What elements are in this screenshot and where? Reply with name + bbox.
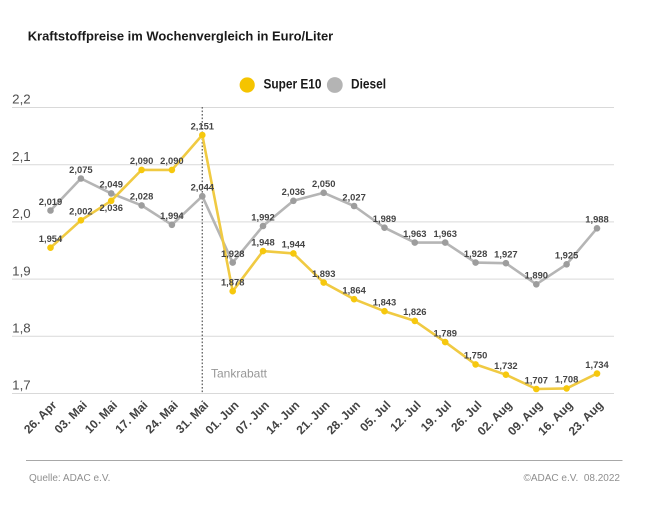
svg-text:1,789: 1,789 <box>433 327 456 338</box>
svg-text:2,049: 2,049 <box>99 179 122 190</box>
svg-text:1,826: 1,826 <box>403 306 426 317</box>
svg-text:©ADAC e.V. 08.2022: ©ADAC e.V. 08.2022 <box>523 473 620 484</box>
svg-text:2,090: 2,090 <box>160 155 183 166</box>
svg-text:1,948: 1,948 <box>251 236 274 247</box>
svg-text:1,708: 1,708 <box>555 374 578 385</box>
svg-text:1,927: 1,927 <box>494 249 517 260</box>
svg-text:1,7: 1,7 <box>12 378 31 393</box>
svg-text:1,9: 1,9 <box>12 263 31 278</box>
svg-text:1,878: 1,878 <box>221 277 244 288</box>
svg-text:2,050: 2,050 <box>312 178 335 189</box>
svg-text:1,944: 1,944 <box>282 239 306 250</box>
svg-text:1,890: 1,890 <box>525 270 548 281</box>
svg-text:2,090: 2,090 <box>130 155 153 166</box>
svg-text:1,707: 1,707 <box>525 374 548 385</box>
svg-text:1,963: 1,963 <box>433 228 456 239</box>
svg-text:2,1: 2,1 <box>12 149 31 164</box>
svg-text:1,988: 1,988 <box>585 214 608 225</box>
svg-text:2,2: 2,2 <box>12 92 31 107</box>
svg-text:2,028: 2,028 <box>130 191 153 202</box>
svg-text:1,734: 1,734 <box>585 359 609 370</box>
svg-text:1,843: 1,843 <box>373 297 396 308</box>
svg-text:2,036: 2,036 <box>99 202 122 213</box>
svg-text:2,019: 2,019 <box>39 196 62 207</box>
svg-text:1,994: 1,994 <box>160 210 184 221</box>
svg-text:2,044: 2,044 <box>191 182 215 193</box>
svg-text:Quelle: ADAC e.V.: Quelle: ADAC e.V. <box>29 473 110 484</box>
svg-text:1,864: 1,864 <box>342 285 366 296</box>
svg-text:2,027: 2,027 <box>342 191 365 202</box>
svg-text:1,954: 1,954 <box>39 233 63 244</box>
svg-text:1,732: 1,732 <box>494 360 517 371</box>
svg-text:2,002: 2,002 <box>69 206 92 217</box>
svg-text:1,928: 1,928 <box>221 248 244 259</box>
svg-text:1,925: 1,925 <box>555 250 578 261</box>
svg-text:2,0: 2,0 <box>12 206 31 221</box>
svg-text:Super E10: Super E10 <box>264 76 322 91</box>
svg-text:2,036: 2,036 <box>282 186 305 197</box>
svg-text:Tankrabatt: Tankrabatt <box>211 367 268 381</box>
svg-text:1,963: 1,963 <box>403 228 426 239</box>
svg-text:1,750: 1,750 <box>464 350 487 361</box>
svg-text:1,992: 1,992 <box>251 211 274 222</box>
svg-text:Diesel: Diesel <box>351 76 386 91</box>
svg-text:1,893: 1,893 <box>312 268 335 279</box>
svg-text:1,928: 1,928 <box>464 248 487 259</box>
svg-text:2,075: 2,075 <box>69 164 92 175</box>
svg-text:1,989: 1,989 <box>373 213 396 224</box>
svg-text:Kraftstoffpreise im Wochenverg: Kraftstoffpreise im Wochenvergleich in E… <box>28 29 334 44</box>
svg-text:1,8: 1,8 <box>12 321 31 336</box>
svg-text:2,151: 2,151 <box>191 120 214 131</box>
